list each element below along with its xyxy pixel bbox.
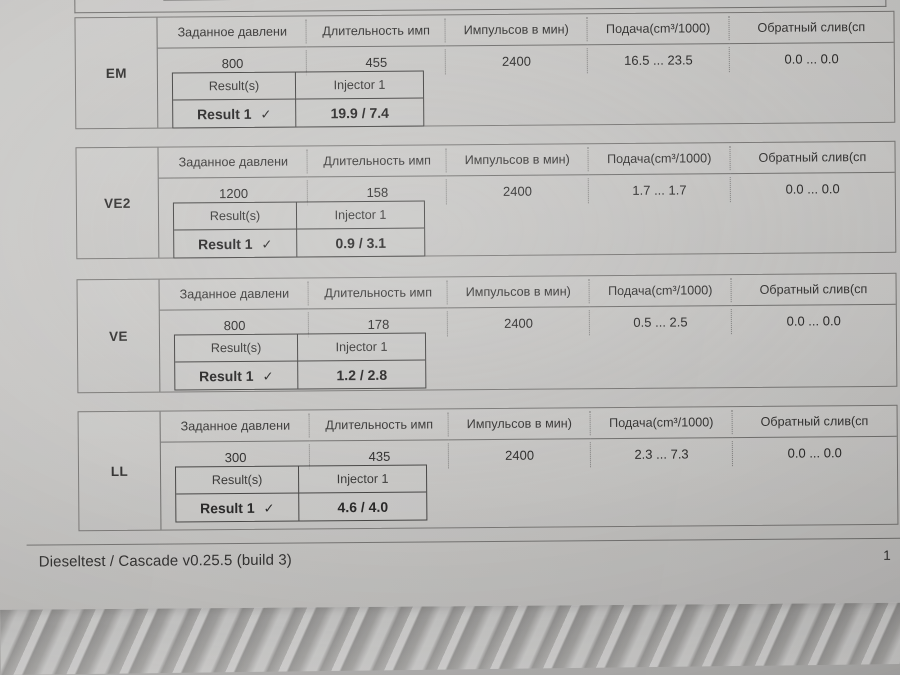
column-header-delivery: Подача(cm³/1000) <box>587 13 730 46</box>
page-footer: Dieseltest / Cascade v0.25.5 (build 3) 1 <box>26 537 900 571</box>
check-icon: ✓ <box>261 236 273 252</box>
column-header-pressure: Заданное давлени <box>157 16 308 49</box>
result-header-results: Result(s) <box>173 202 298 230</box>
result-header-results: Result(s) <box>172 72 297 100</box>
value-pulses-per-min: 2400 <box>447 307 589 339</box>
result-header-injector: Injector 1 <box>333 77 386 93</box>
value-backflow: 0.0 ... 0.0 <box>784 51 839 67</box>
result-header-results: Result(s) <box>174 334 299 362</box>
value-pulses-per-min: 2400 <box>448 439 590 471</box>
result-table-ve: Result(s) Injector 1 Result 1 ✓ 1.2 / 2.… <box>173 332 427 391</box>
test-block-em: EM Заданное давлени Длительность имп Имп… <box>74 10 896 130</box>
column-header-pressure: Заданное давлени <box>160 410 311 443</box>
result-value-row: Result 1 ✓ 4.6 / 4.0 <box>176 492 426 522</box>
test-block-ve2: VE2 Заданное давлени Длительность имп Им… <box>75 140 897 260</box>
check-icon: ✓ <box>260 106 272 122</box>
result-header-row: Result(s) Injector 1 <box>172 71 424 101</box>
column-header-pulses-per-min: Импульсов в мин) <box>446 144 589 177</box>
result-header-injector: Injector 1 <box>334 207 387 223</box>
value-backflow: 0.0 ... 0.0 <box>785 181 840 197</box>
result-value-row: Result 1 ✓ 0.9 / 3.1 <box>174 229 424 258</box>
result-value: 1.2 / 2.8 <box>336 366 388 383</box>
value-pulses-per-min: 2400 <box>445 45 587 77</box>
result-header-injector: Injector 1 <box>336 471 389 487</box>
parameters-table-ll: Заданное давлени Длительность имп Импуль… <box>160 405 897 474</box>
mode-cell-ll: LL <box>78 411 162 531</box>
value-delivery: 0.5 ... 2.5 <box>589 306 731 338</box>
page-number: 1 <box>883 547 891 563</box>
result-value-row: Result 1 ✓ 1.2 / 2.8 <box>175 361 425 390</box>
parameters-table-em: Заданное давлени Длительность имп Импуль… <box>157 11 894 80</box>
column-header-pulses-per-min: Импульсов в мин) <box>447 276 590 309</box>
clipped-result-table <box>163 0 432 1</box>
column-header-pulse-duration: Длительность имп <box>309 409 449 442</box>
column-header-pressure: Заданное давлени <box>158 146 309 179</box>
software-version-label: Dieseltest / Cascade v0.25.5 (build 3) <box>38 551 292 571</box>
result-row-label-cell: Result 1 ✓ <box>176 493 300 522</box>
result-value: 4.6 / 4.0 <box>337 498 389 515</box>
result-value-row: Result 1 ✓ 19.9 / 7.4 <box>173 99 423 128</box>
column-header-pulse-duration: Длительность имп <box>308 277 448 310</box>
mode-label: VE <box>108 328 128 344</box>
column-header-pulses-per-min: Импульсов в мин) <box>445 14 588 47</box>
test-block-ll: LL Заданное давлени Длительность имп Имп… <box>77 404 899 532</box>
value-delivery: 1.7 ... 1.7 <box>588 174 730 206</box>
result-header-row: Result(s) Injector 1 <box>173 201 425 231</box>
result-value: 0.9 / 3.1 <box>335 234 387 251</box>
result-table-ll: Result(s) Injector 1 Result 1 ✓ 4.6 / 4.… <box>174 464 428 523</box>
result-label: Result 1 <box>199 367 254 384</box>
value-delivery: 16.5 ... 23.5 <box>587 44 729 76</box>
column-header-pulse-duration: Длительность имп <box>306 15 446 48</box>
result-label: Result 1 <box>196 105 252 122</box>
value-backflow: 0.0 ... 0.0 <box>786 313 841 329</box>
page-content-area: EM Заданное давлени Длительность имп Имп… <box>22 0 900 600</box>
parameters-table-ve: Заданное давлени Длительность имп Импуль… <box>159 273 896 342</box>
test-block-ve: VE Заданное давлени Длительность имп Имп… <box>76 272 898 394</box>
column-header-pulses-per-min: Импульсов в мин) <box>448 408 591 441</box>
result-label: Result 1 <box>197 235 253 252</box>
result-row-label-cell: Result 1 ✓ <box>174 229 298 258</box>
column-header-delivery: Подача(cm³/1000) <box>590 407 733 440</box>
mode-label: EM <box>105 65 127 81</box>
result-header-row: Result(s) Injector 1 <box>175 465 427 495</box>
column-header-backflow: Обратный слив(сп <box>731 273 896 307</box>
result-table-em: Result(s) Injector 1 Result 1 ✓ 19.9 / 7… <box>171 70 425 129</box>
column-header-pressure: Заданное давлени <box>159 278 310 311</box>
column-header-backflow: Обратный слив(сп <box>732 405 897 439</box>
column-header-delivery: Подача(cm³/1000) <box>589 275 732 308</box>
result-value: 19.9 / 7.4 <box>330 104 389 121</box>
value-delivery: 2.3 ... 7.3 <box>590 438 732 470</box>
result-header-results: Result(s) <box>175 466 300 494</box>
parameters-table-ve2: Заданное давлени Длительность имп Импуль… <box>158 141 895 210</box>
mode-cell-em: EM <box>75 17 159 129</box>
mode-cell-ve: VE <box>77 279 161 393</box>
result-header-row: Result(s) Injector 1 <box>174 333 426 363</box>
result-table-ve2: Result(s) Injector 1 Result 1 ✓ 0.9 / 3.… <box>172 200 426 259</box>
mode-cell-ve2: VE2 <box>76 147 160 259</box>
column-header-backflow: Обратный слив(сп <box>729 11 894 45</box>
mode-label: VE2 <box>103 195 131 211</box>
check-icon: ✓ <box>263 500 275 516</box>
value-pulses-per-min: 2400 <box>446 175 588 207</box>
mode-label: LL <box>110 463 129 479</box>
value-backflow: 0.0 ... 0.0 <box>787 445 842 461</box>
column-header-backflow: Обратный слив(сп <box>730 141 895 175</box>
result-row-label-cell: Result 1 ✓ <box>175 361 299 390</box>
printed-report-sheet: EM Заданное давлени Длительность имп Имп… <box>0 0 900 610</box>
result-row-label-cell: Result 1 ✓ <box>173 99 297 128</box>
column-header-delivery: Подача(cm³/1000) <box>588 143 731 176</box>
result-label: Result 1 <box>200 499 255 516</box>
result-header-injector: Injector 1 <box>335 339 388 355</box>
check-icon: ✓ <box>262 368 274 384</box>
column-header-pulse-duration: Длительность имп <box>307 145 447 178</box>
